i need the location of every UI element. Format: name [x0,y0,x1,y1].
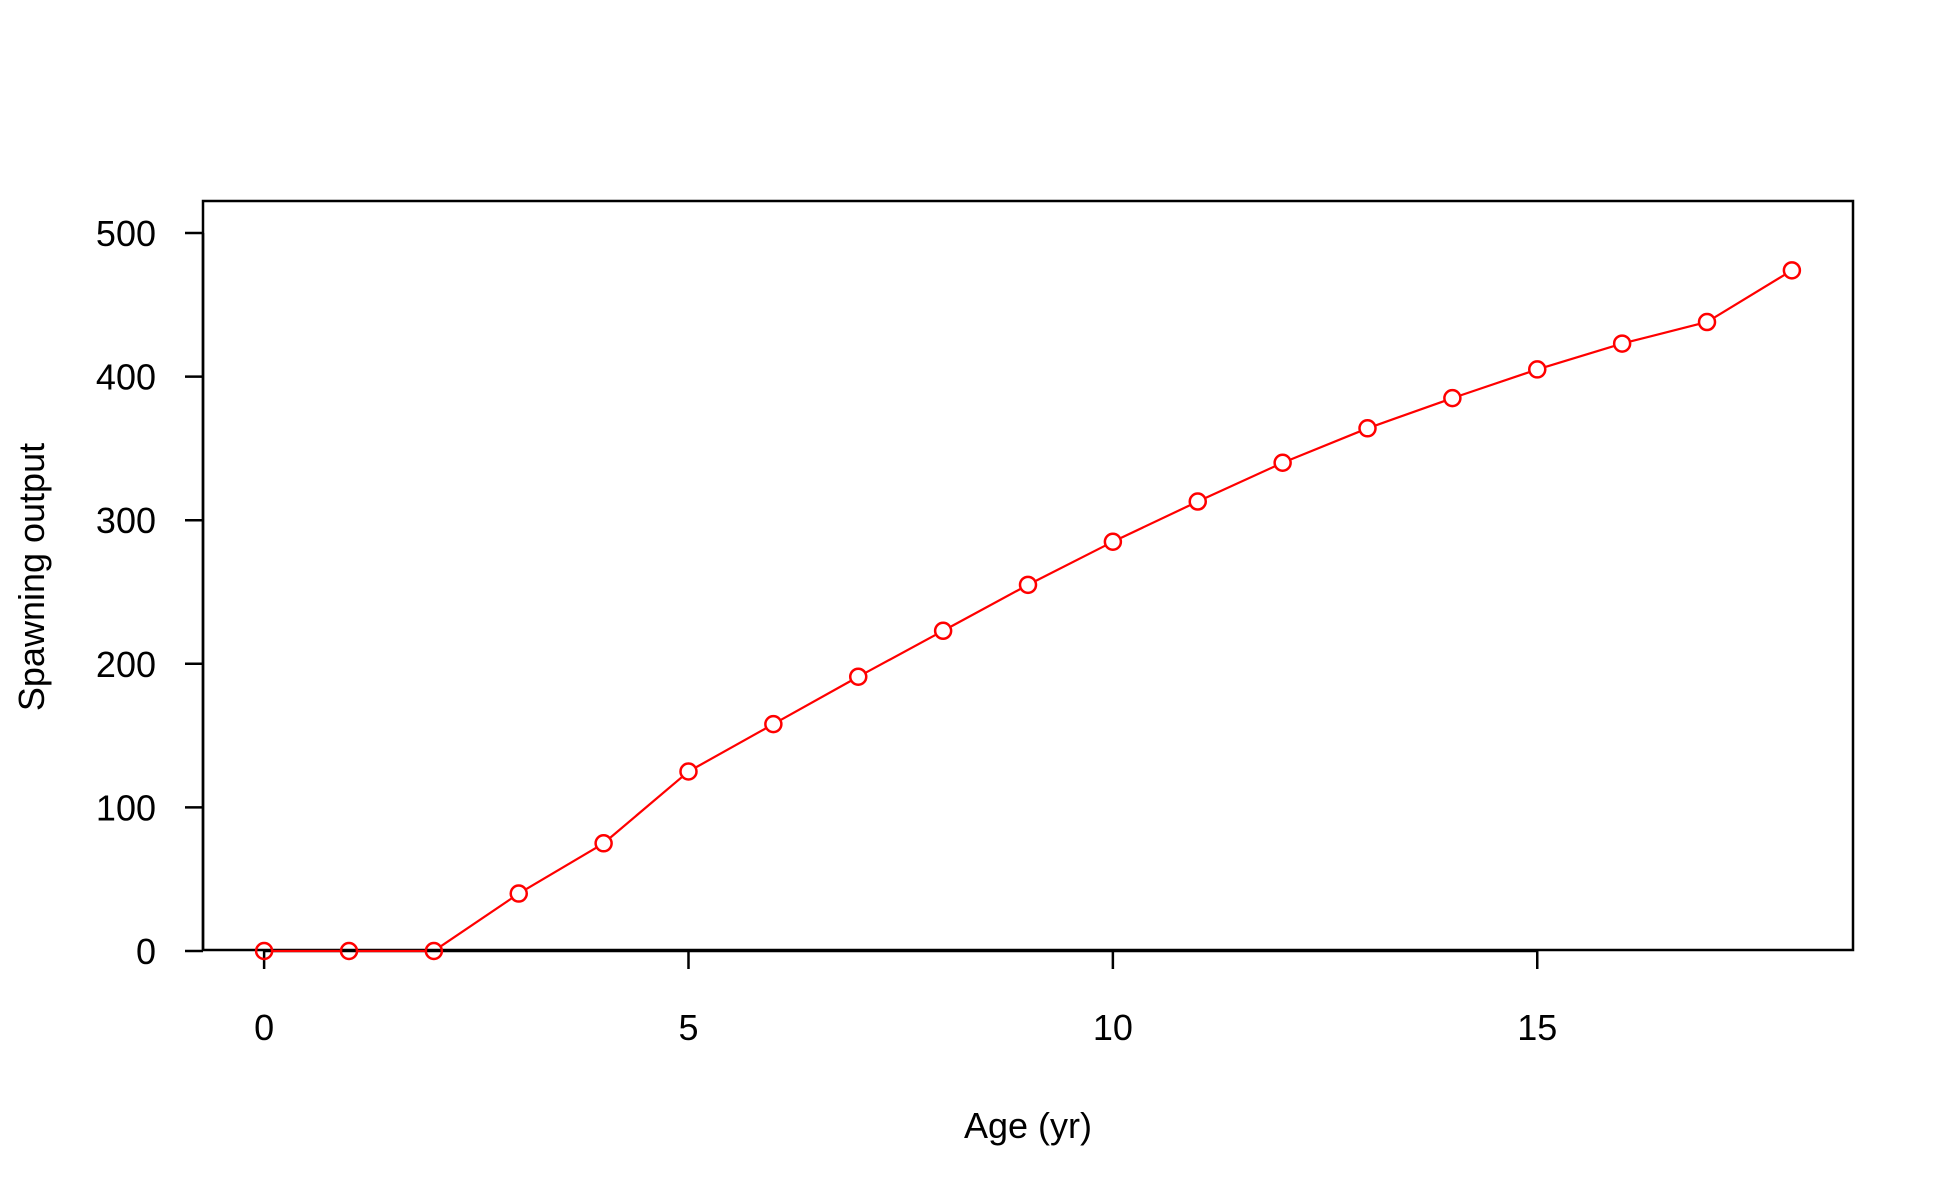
data-point [1782,261,1802,280]
x-tick-label: 10 [1093,1007,1133,1048]
x-tick-label: 15 [1517,1007,1557,1048]
data-point [1697,312,1717,332]
y-tick-label: 0 [136,931,156,972]
data-point [1188,492,1208,511]
data-point [339,941,359,961]
y-axis: 0 100 200 300 400 500 [96,213,205,972]
series-line-segment [1205,465,1275,499]
y-tick-label: 100 [96,787,156,828]
series-layer [254,261,1802,961]
series-line-segment [525,846,597,890]
x-axis-title: Age (yr) [964,1105,1092,1146]
series-line-segment [695,727,767,769]
series-line-segment [780,680,851,721]
data-point [509,884,528,903]
data-point [679,762,698,781]
y-tick-label: 400 [96,357,156,398]
data-point [424,941,444,961]
data-point [848,667,868,686]
data-point [933,621,953,641]
data-point [594,834,613,853]
y-axis-title: Spawning output [11,443,52,711]
y-tick-label: 300 [96,500,156,541]
data-point [1103,532,1123,551]
series-line-segment [1035,544,1106,582]
data-point [1018,575,1038,595]
series-line-segment [1290,430,1360,461]
data-point [1273,453,1292,473]
series-line-segment [609,776,683,839]
series-line-segment [1460,371,1530,397]
series-line-segment [1630,323,1699,343]
plot-frame [201,199,1855,952]
x-tick-label: 5 [678,1007,698,1048]
series-line-segment [865,634,936,674]
x-axis: 0 5 10 15 [254,949,1557,1048]
series-line-segment [1120,504,1191,539]
series-line-segment [1545,345,1614,368]
data-point [1443,388,1462,408]
data-point [1358,419,1377,438]
data-point [1528,360,1547,379]
x-tick-label: 0 [254,1007,274,1048]
data-point [1612,334,1632,353]
data-point [764,714,783,734]
series-line-segment [1375,400,1445,427]
y-tick-label: 500 [96,213,156,254]
data-point [254,941,274,961]
series-line-segment [440,897,512,947]
series-line-segment [1714,274,1785,319]
series-line-segment [950,588,1021,628]
y-tick-label: 200 [96,644,156,685]
